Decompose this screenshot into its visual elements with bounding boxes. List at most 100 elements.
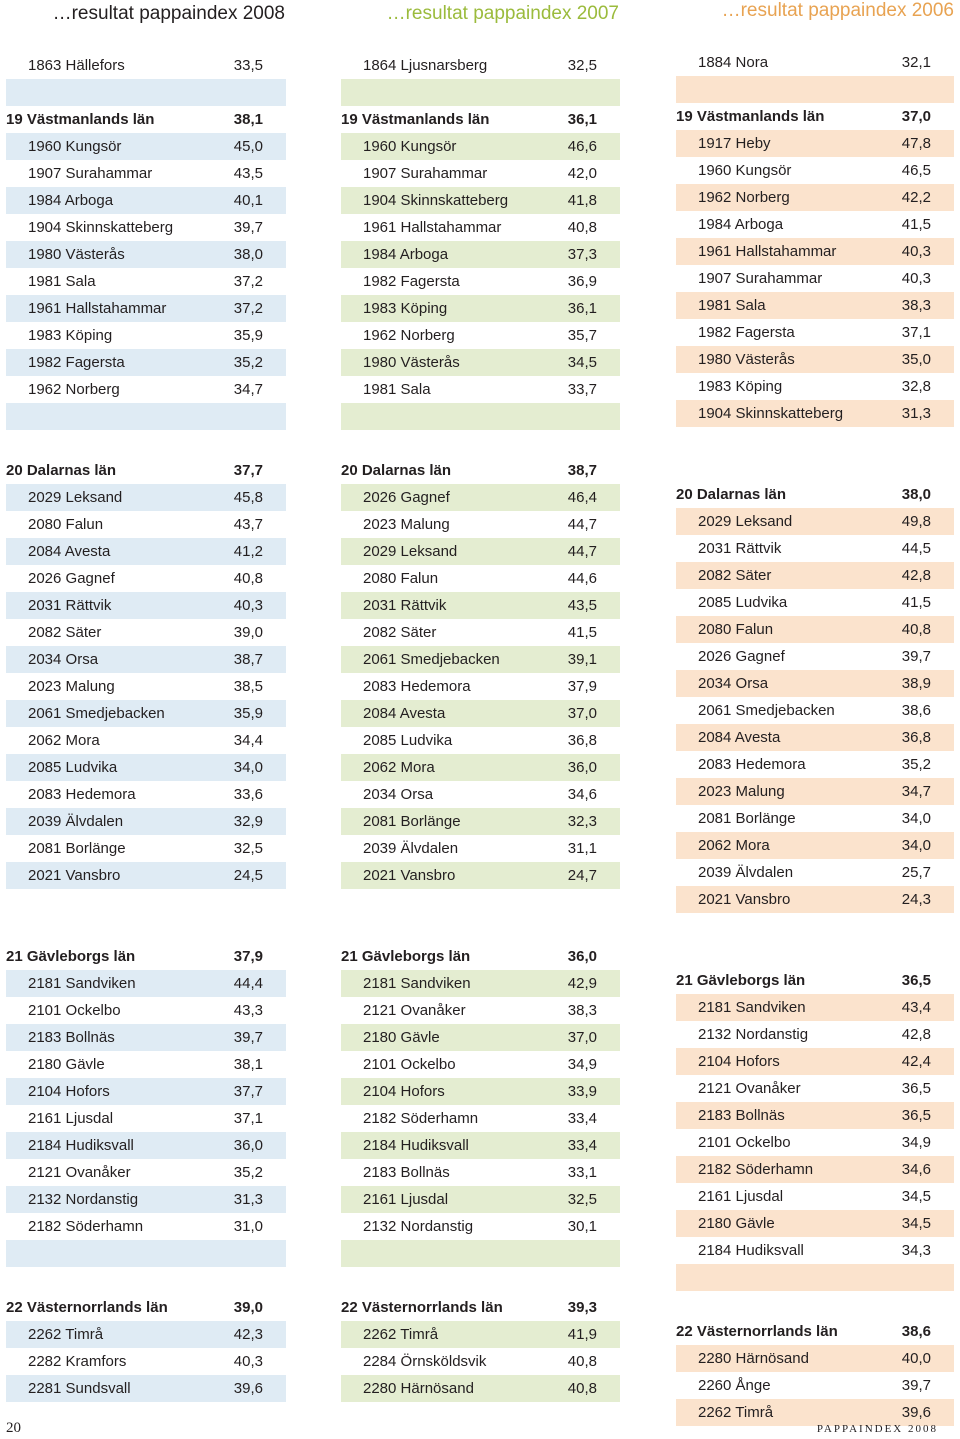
municipality-name: 2104 Hofors [28, 1083, 110, 1100]
municipality-name: 2132 Nordanstig [363, 1218, 474, 1235]
table-row: 2082 Säter 39,0 [6, 619, 286, 646]
county-value: 37,0 [901, 108, 931, 125]
municipality-name: 2280 Härnösand [363, 1380, 474, 1397]
municipality-name: 2080 Falun [363, 570, 439, 587]
table-row: 1982 Fagersta 37,1 [676, 319, 954, 346]
table-row: 2182 Söderhamn 31,0 [6, 1213, 286, 1240]
table-row: 1960 Kungsör 46,6 [341, 133, 620, 160]
table-row: 1962 Norberg 34,7 [6, 376, 286, 403]
municipality-name: 2280 Härnösand [698, 1350, 809, 1367]
municipality-value: 40,8 [233, 570, 263, 587]
municipality-name: 2023 Malung [698, 783, 785, 800]
municipality-value: 41,5 [901, 216, 931, 233]
table-row: 1863 Hällefors 33,5 [6, 52, 286, 79]
municipality-value: 34,5 [567, 354, 597, 371]
table-row: 2184 Hudiksvall 33,4 [341, 1132, 620, 1159]
municipality-value: 32,5 [567, 1191, 597, 1208]
table-row: 2104 Hofors 33,9 [341, 1078, 620, 1105]
municipality-value: 40,8 [901, 621, 931, 638]
table-row: 2026 Gagnef 46,4 [341, 484, 620, 511]
municipality-name: 2161 Ljusdal [698, 1188, 784, 1205]
county-value: 39,3 [567, 1299, 597, 1316]
municipality-name: 2026 Gagnef [28, 570, 115, 587]
municipality-name: 2181 Sandviken [363, 975, 471, 992]
table-row: 1983 Köping 32,8 [676, 373, 954, 400]
section-header-row: 19 Västmanlands län 36,1 [341, 106, 620, 133]
municipality-name: 1961 Hallstahammar [698, 243, 837, 260]
table-row: 2104 Hofors 42,4 [676, 1048, 954, 1075]
section-header-row: 19 Västmanlands län 38,1 [6, 106, 286, 133]
municipality-value: 34,5 [901, 1188, 931, 1205]
county-name: 22 Västernorrlands län [341, 1299, 503, 1316]
table-row: 1961 Hallstahammar 37,2 [6, 295, 286, 322]
county-name: 19 Västmanlands län [676, 108, 825, 125]
municipality-name: 2084 Avesta [28, 543, 111, 560]
municipality-value: 40,1 [233, 192, 263, 209]
municipality-value: 36,0 [233, 1137, 263, 1154]
municipality-name: 2184 Hudiksvall [363, 1137, 469, 1154]
municipality-value: 34,6 [901, 1161, 931, 1178]
municipality-name: 1982 Fagersta [698, 324, 795, 341]
section-header-row: 20 Dalarnas län 38,0 [676, 481, 954, 508]
municipality-value: 32,8 [901, 378, 931, 395]
municipality-name: 1983 Köping [698, 378, 783, 395]
municipality-name: 1961 Hallstahammar [28, 300, 167, 317]
municipality-value: 36,0 [567, 759, 597, 776]
municipality-value: 31,1 [567, 840, 597, 857]
section-header-row: 22 Västernorrlands län 39,3 [341, 1294, 620, 1321]
municipality-value: 38,0 [233, 246, 263, 263]
municipality-value: 35,2 [233, 1164, 263, 1181]
county-name: 21 Gävleborgs län [6, 948, 136, 965]
municipality-value: 33,4 [567, 1137, 597, 1154]
table-row: 2029 Leksand 45,8 [6, 484, 286, 511]
municipality-name: 2182 Söderhamn [698, 1161, 814, 1178]
table-row: 2183 Bollnäs 39,7 [6, 1024, 286, 1051]
table-row: 2262 Timrå 42,3 [6, 1321, 286, 1348]
municipality-name: 2121 Ovanåker [28, 1164, 131, 1181]
municipality-name: 2284 Örnsköldsvik [363, 1353, 487, 1370]
municipality-name: 2082 Säter [363, 624, 437, 641]
table-row: 2280 Härnösand 40,8 [341, 1375, 620, 1402]
section-spacer [341, 79, 620, 106]
section-spacer [6, 79, 286, 106]
column-title: …resultat pappaindex 2006 [721, 0, 954, 21]
municipality-value: 34,5 [901, 1215, 931, 1232]
municipality-value: 37,0 [567, 1029, 597, 1046]
municipality-value: 46,6 [567, 138, 597, 155]
section-header-row: 21 Gävleborgs län 36,5 [676, 967, 954, 994]
municipality-name: 1904 Skinnskatteberg [698, 405, 844, 422]
municipality-name: 2023 Malung [363, 516, 450, 533]
table-row: 1962 Norberg 35,7 [341, 322, 620, 349]
table-row: 1960 Kungsör 46,5 [676, 157, 954, 184]
table-row: 2085 Ludvika 41,5 [676, 589, 954, 616]
municipality-value: 24,7 [567, 867, 597, 884]
table-row: 2031 Rättvik 40,3 [6, 592, 286, 619]
column-2006: …resultat pappaindex 2006 1884 Nora 32,1 19… [676, 0, 954, 1426]
table-row: 2021 Vansbro 24,3 [676, 886, 954, 913]
publication-name: PAPPAINDEX 2008 [816, 1423, 938, 1435]
municipality-name: 1981 Sala [28, 273, 96, 290]
municipality-value: 41,5 [567, 624, 597, 641]
table-row: 2161 Ljusdal 32,5 [341, 1186, 620, 1213]
municipality-value: 49,8 [901, 513, 931, 530]
table-row: 2081 Borlänge 34,0 [676, 805, 954, 832]
municipality-name: 2085 Ludvika [363, 732, 453, 749]
municipality-name: 2281 Sundsvall [28, 1380, 131, 1397]
municipality-value: 37,1 [901, 324, 931, 341]
municipality-name: 2082 Säter [698, 567, 772, 584]
municipality-value: 37,0 [567, 705, 597, 722]
municipality-value: 42,3 [233, 1326, 263, 1343]
municipality-value: 39,1 [567, 651, 597, 668]
municipality-value: 33,5 [233, 57, 263, 74]
municipality-name: 2081 Borlänge [28, 840, 126, 857]
municipality-name: 1984 Arboga [363, 246, 449, 263]
municipality-value: 24,5 [233, 867, 263, 884]
municipality-name: 1980 Västerås [698, 351, 795, 368]
municipality-name: 2031 Rättvik [28, 597, 112, 614]
table-row: 2180 Gävle 37,0 [341, 1024, 620, 1051]
table-row: 2284 Örnsköldsvik 40,8 [341, 1348, 620, 1375]
county-value: 39,0 [233, 1299, 263, 1316]
municipality-name: 1864 Ljusnarsberg [363, 57, 488, 74]
county-value: 38,6 [901, 1323, 931, 1340]
county-value: 38,1 [233, 111, 263, 128]
